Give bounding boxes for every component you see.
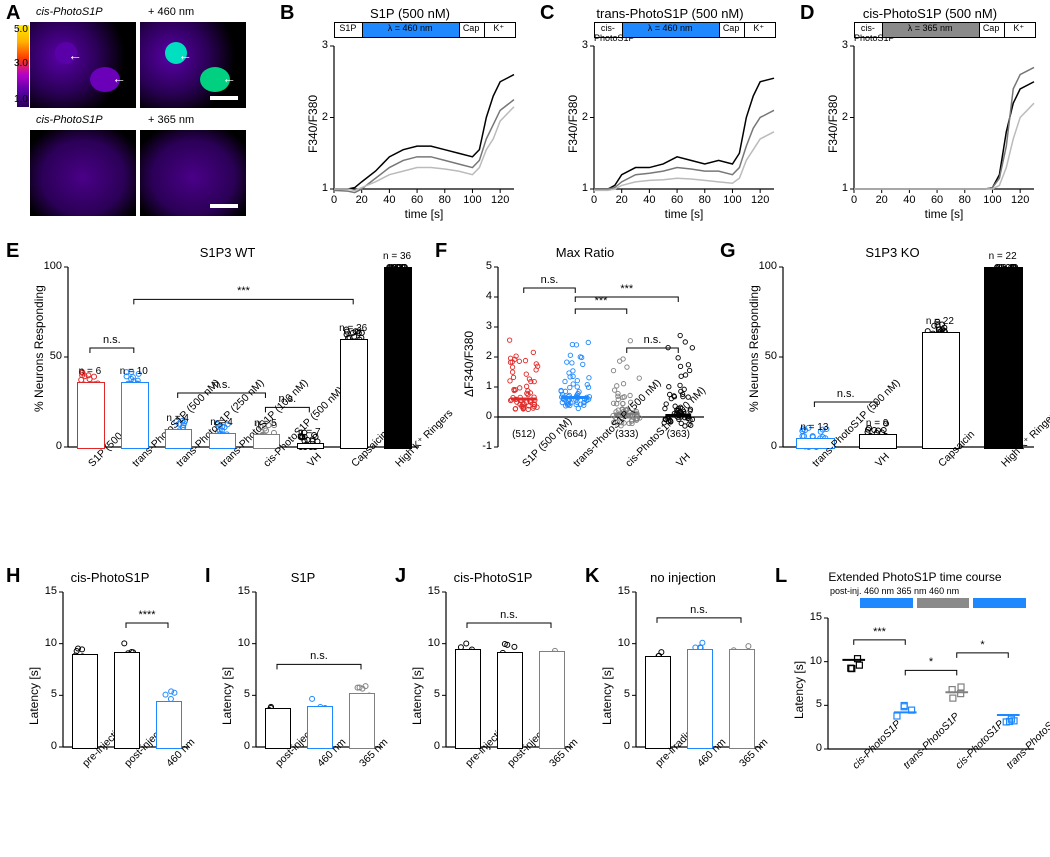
- arrow-1b: ←: [178, 47, 192, 63]
- scalebar-br: [210, 204, 238, 208]
- chart-d: cis-PhotoS1P (500 nM)cis-PhotoS1Pλ = 365…: [820, 6, 1040, 221]
- micrograph-bl-cells: [30, 130, 136, 216]
- colorbar-tick-5: 5.0: [14, 24, 28, 35]
- micrograph-bl: [30, 130, 136, 216]
- colorbar-tick-1: 1.0: [14, 94, 28, 105]
- colorbar-tick-3: 3.0: [14, 58, 28, 69]
- panel-label-h: H: [6, 565, 20, 588]
- arrow-2b: ←: [222, 70, 236, 86]
- chart-j: cis-PhotoS1P051015Latency [s]pre-injecti…: [408, 570, 578, 845]
- chart-i: S1P051015Latency [s]post-injection460 nm…: [218, 570, 388, 845]
- micrograph-tl: ← ←: [30, 22, 136, 108]
- panel-label-b: B: [280, 2, 294, 25]
- chart-c: trans-PhotoS1P (500 nM)cis-PhotoS1Pλ = 4…: [560, 6, 780, 221]
- panel-label-d: D: [800, 2, 814, 25]
- panel-label-j: J: [395, 565, 406, 588]
- micrograph-tr: ← ←: [140, 22, 246, 108]
- micrograph-tl-cells: [30, 22, 136, 108]
- chart-f: Max Ratio-1012345ΔF340/F380(512)S1P (500…: [460, 245, 710, 545]
- chart-e: S1P3 WT050100% Neurons Respondingn = 6S1…: [30, 245, 425, 545]
- chart-k: no injection051015Latency [s]pre-irradia…: [598, 570, 768, 845]
- micrograph-br: [140, 130, 246, 216]
- panel-label-f: F: [435, 240, 447, 263]
- panel-label-i: I: [205, 565, 211, 588]
- panel-label-e: E: [6, 240, 19, 263]
- arrow-1: ←: [68, 47, 82, 63]
- chart-b: S1P (500 nM)S1Pλ = 460 nmCapK⁺1230204060…: [300, 6, 520, 221]
- panel-label-c: C: [540, 2, 554, 25]
- arrow-2: ←: [112, 70, 126, 86]
- chart-h: cis-PhotoS1P051015Latency [s]pre-injecti…: [25, 570, 195, 845]
- figure: A cis-PhotoS1P + 460 nm ← ← ← ← 5.0 3.0 …: [0, 0, 1050, 857]
- panel-a-bl-title: cis-PhotoS1P: [36, 114, 103, 126]
- panel-label-l: L: [775, 565, 787, 588]
- panel-a-br-title: + 365 nm: [148, 114, 194, 126]
- panel-label-g: G: [720, 240, 736, 263]
- panel-a-tl-title: cis-PhotoS1P: [36, 6, 103, 18]
- chart-l: Extended PhotoS1P time coursepost-inj. 4…: [790, 570, 1040, 845]
- panel-label-a: A: [6, 2, 20, 25]
- scalebar-tr: [210, 96, 238, 100]
- panel-a-tr-title: + 460 nm: [148, 6, 194, 18]
- chart-g: S1P3 KO050100% Neurons Respondingn = 13t…: [745, 245, 1040, 545]
